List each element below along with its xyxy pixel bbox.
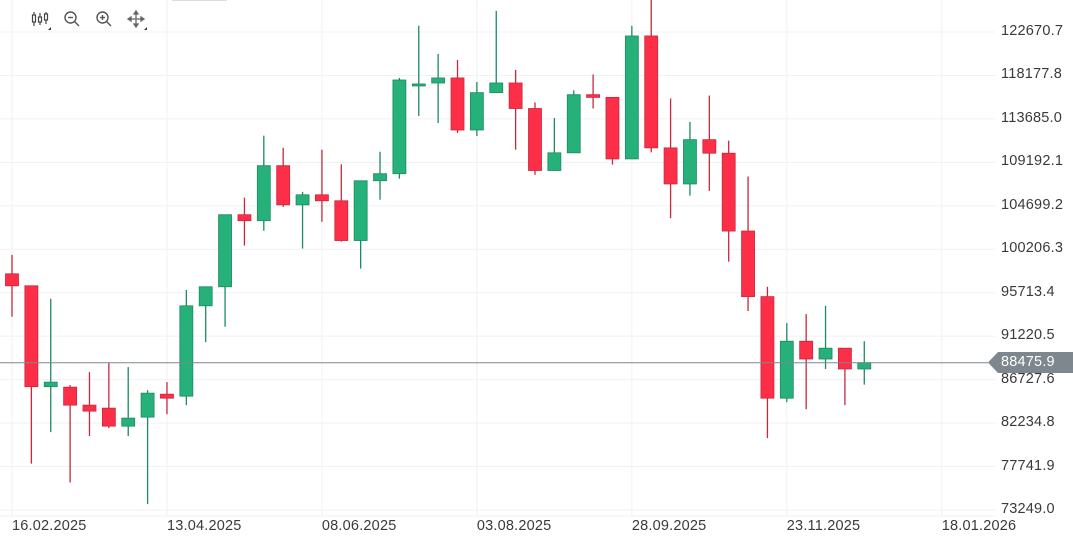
candle: [741, 176, 755, 312]
price-axis-label: 118177.8: [1001, 66, 1063, 83]
time-axis-label: 28.09.2025: [631, 518, 707, 534]
chart-type-button[interactable]: [28, 7, 52, 31]
candle: [24, 285, 39, 464]
price-axis-label: 113685.0: [1001, 109, 1063, 126]
candle: [721, 140, 736, 262]
candle: [624, 25, 639, 160]
chart-toolbar: [28, 6, 148, 32]
time-axis-label: 03.08.2025: [476, 518, 552, 534]
candle: [315, 149, 329, 222]
candle: [799, 314, 814, 410]
candle: [392, 77, 407, 179]
price-axis-label: 109192.1: [1001, 153, 1064, 170]
zoom-out-icon: [64, 11, 80, 27]
time-axis-label: 13.04.2025: [166, 518, 242, 534]
candle: [702, 95, 717, 191]
price-axis-label: 86727.6: [1001, 370, 1055, 387]
pan-move-icon: [127, 10, 145, 28]
current-price-value: 88475.9: [1001, 354, 1055, 371]
time-axis-label: 23.11.2025: [786, 518, 861, 534]
price-axis-label: 82234.8: [1001, 414, 1055, 431]
candle: [179, 289, 194, 406]
candle: [82, 372, 97, 437]
price-axis-label: 95713.4: [1001, 283, 1055, 300]
candle: [218, 214, 232, 327]
time-axis-label: 08.06.2025: [321, 518, 397, 534]
chart-type-candles-icon: [31, 12, 49, 26]
price-axis-label: 73249.0: [1001, 501, 1055, 517]
price-axis-label: 104699.2: [1001, 196, 1064, 213]
grid-lines: [0, 0, 995, 517]
candle: [353, 180, 368, 269]
candle: [63, 385, 78, 483]
candle: [566, 90, 581, 154]
candle: [121, 367, 136, 437]
price-axis-label: 77741.9: [1001, 457, 1055, 474]
candle: [373, 151, 387, 200]
candle: [140, 390, 155, 505]
candle: [295, 191, 310, 249]
dropdown-corner-icon: [48, 27, 51, 30]
candle: [760, 286, 775, 439]
candle: [276, 147, 291, 207]
candle: [160, 382, 174, 415]
candle: [663, 98, 678, 219]
scroll-indicator: [172, 0, 227, 1]
candle: [237, 197, 252, 246]
pan-button[interactable]: [124, 7, 148, 31]
price-axis-label: 91220.5: [1001, 327, 1055, 344]
candle: [411, 25, 426, 116]
candle: [101, 363, 116, 429]
candle: [644, 0, 659, 153]
candle: [547, 117, 562, 171]
candle: [683, 121, 697, 196]
candle: [838, 347, 852, 406]
candle: [818, 305, 833, 369]
candle: [508, 69, 523, 150]
candle: [198, 286, 213, 343]
price-tag-shape: [988, 352, 1073, 374]
price-axis-label: 122670.7: [1001, 23, 1064, 39]
candle: [450, 59, 465, 133]
candle: [469, 82, 484, 136]
candle: [489, 10, 504, 94]
candle: [5, 254, 19, 317]
candle: [43, 298, 58, 433]
dropdown-corner-icon: [144, 27, 147, 30]
time-axis-label: 16.02.2025: [12, 518, 87, 534]
candle: [586, 74, 600, 109]
candle: [431, 53, 446, 124]
candle: [334, 164, 349, 242]
current-price-tag: 88475.9: [988, 352, 1073, 374]
price-axis-label: 100206.3: [1001, 240, 1064, 257]
candle: [256, 135, 271, 231]
time-axis-label: 18.01.2026: [941, 518, 1017, 534]
zoom-out-button[interactable]: [60, 7, 84, 31]
candle: [528, 102, 542, 175]
candle: [605, 96, 620, 165]
zoom-in-icon: [96, 11, 112, 27]
zoom-in-button[interactable]: [92, 7, 116, 31]
